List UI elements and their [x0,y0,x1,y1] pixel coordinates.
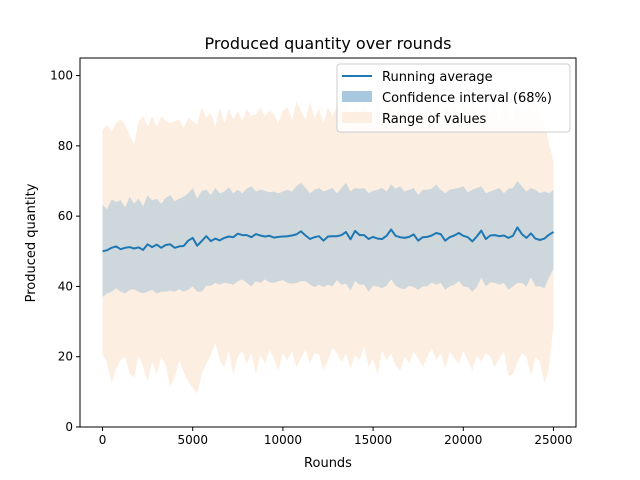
x-tick-label: 5000 [177,433,208,447]
legend-frame [336,63,571,133]
x-axis-label: Rounds [304,456,352,471]
legend-label-confidence-interval: Confidence interval (68%) [382,91,552,106]
legend: Running average Confidence interval (68%… [336,63,571,133]
y-tick-label: 80 [58,139,73,153]
x-tick-label: 25000 [534,433,572,447]
legend-label-range-of-values: Range of values [382,112,487,127]
axes: 0 5000 10000 15000 20000 25000 0 20 40 60 80 100 [50,57,577,447]
y-tick-label: 40 [58,279,73,293]
legend-label-running-average: Running average [382,70,493,85]
y-tick-label: 0 [65,420,73,434]
legend-swatch-range-of-values [342,112,372,123]
x-tick-label: 10000 [264,433,302,447]
x-tick-label: 20000 [444,433,482,447]
plot-area [102,98,555,394]
y-tick-label: 20 [58,350,73,364]
y-tick-label: 100 [50,69,73,83]
axes-frame [79,57,577,428]
confidence-band [102,181,554,297]
legend-swatch-confidence-interval [342,91,372,102]
chart-title: Produced quantity over rounds [205,34,452,53]
running-average-line [102,226,555,253]
y-tick-label: 60 [58,209,73,223]
x-tick-label: 0 [99,433,107,447]
x-tick-label: 15000 [354,433,392,447]
y-axis-label: Produced quantity [24,183,39,302]
